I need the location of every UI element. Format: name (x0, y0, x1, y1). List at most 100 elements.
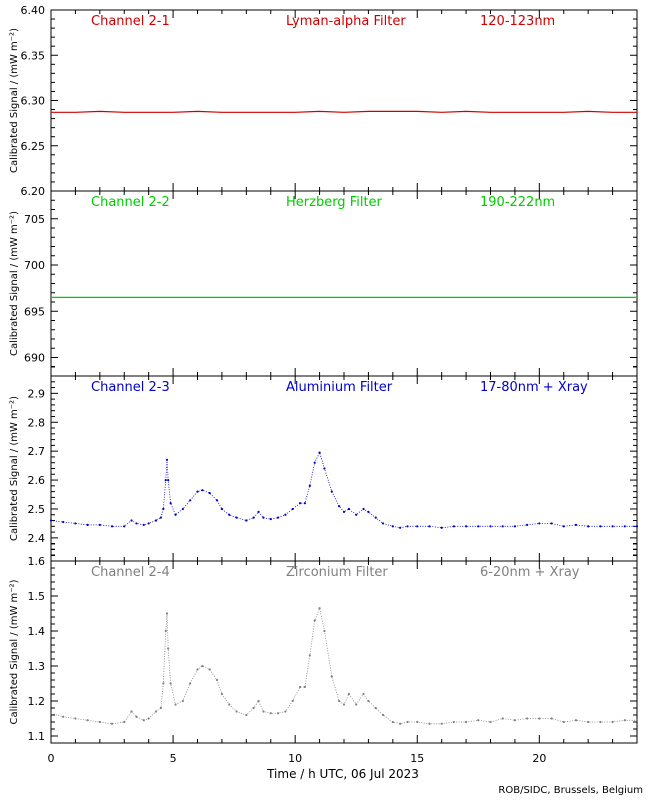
filter-label: Aluminium Filter (286, 380, 393, 395)
panel-4: 1.1 1.2 1.3 1.4 1.5 1.6 Calibrated Signal / (m… (9, 555, 639, 744)
data-point (298, 685, 302, 689)
data-point (189, 499, 192, 502)
filter-label: Zirconium Filter (286, 565, 388, 580)
x-axis: 0 5 10 15 20 (48, 752, 547, 765)
series-trace (50, 451, 637, 529)
data-point (165, 612, 169, 615)
data-point (599, 720, 602, 724)
data-point (538, 522, 541, 525)
filter-label: Lyman-alpha Filter (286, 14, 406, 29)
data-point (98, 523, 101, 526)
data-point (308, 654, 311, 657)
x-axis-label: Time / h UTC, 06 Jul 2023 (266, 767, 419, 781)
band-label: 190-222nm (480, 195, 555, 210)
band-label: 120-123nm (480, 14, 555, 29)
data-point (416, 525, 419, 528)
data-point (513, 719, 517, 722)
y-tick-label: 1.3 (28, 660, 46, 673)
data-point (169, 502, 172, 505)
y-tick-label: 6.30 (21, 95, 46, 108)
x-tick-label: 5 (170, 752, 177, 765)
data-point (123, 525, 126, 528)
data-point (428, 525, 431, 528)
data-point (318, 607, 321, 610)
data-point (550, 717, 553, 720)
series-line (51, 110, 637, 113)
data-point (142, 523, 145, 526)
y-tick-label: 1.5 (28, 590, 46, 603)
data-point (440, 526, 443, 529)
y-tick-label: 6.40 (21, 4, 46, 17)
data-point (303, 502, 307, 505)
channel-label: Channel 2-2 (91, 195, 170, 210)
panel-frame (50, 190, 638, 377)
data-point (110, 722, 114, 725)
data-point (550, 522, 553, 525)
credit-text: ROB/SIDC, Brussels, Belgium (498, 785, 643, 796)
data-point (611, 525, 614, 528)
x-tick-label: 15 (410, 752, 424, 765)
y-tick-label: 2.7 (28, 445, 46, 458)
y-tick-label: 6.35 (21, 49, 46, 62)
data-point (574, 719, 578, 722)
y-axis-label: Calibrated Signal / (mW m⁻²) (9, 396, 20, 541)
y-axis-label: Calibrated Signal / (mW m⁻²) (9, 211, 20, 356)
y-tick-label: 700 (24, 259, 45, 272)
y-tick-label: 690 (24, 352, 45, 365)
y-tick-label: 1.2 (28, 695, 46, 708)
data-point (477, 719, 480, 722)
y-axis-label: Calibrated Signal / (mW m⁻²) (9, 28, 20, 173)
y-tick-label: 6.25 (21, 140, 46, 153)
data-point (98, 720, 101, 724)
data-point (164, 629, 167, 633)
y-tick-label: 1.6 (28, 555, 46, 568)
filter-label: Herzberg Filter (286, 195, 383, 210)
channel-label: Channel 2-1 (91, 14, 170, 29)
panel-3: 2.4 2.5 2.6 2.7 2.8 2.9 Calibrated Signal / (m… (9, 375, 639, 562)
data-point (355, 703, 358, 706)
data-point (587, 525, 590, 528)
channel-label: Channel 2-4 (91, 565, 170, 580)
data-point (262, 516, 265, 519)
data-point (86, 719, 89, 722)
data-point (235, 516, 238, 519)
channel-label: Channel 2-3 (91, 380, 170, 395)
band-label: 17-80nm + Xray (480, 380, 588, 395)
data-point (562, 525, 565, 528)
data-point (308, 484, 311, 487)
y-tick-label: 2.6 (28, 474, 46, 487)
data-point (538, 717, 541, 720)
band-label: 6-20nm + Xray (480, 565, 580, 580)
y-tick-label: 2.5 (28, 503, 46, 516)
panel-2: 690 695 700 705 Calibrated Signal / (mW m⁻²)… (9, 190, 638, 377)
y-tick-label: 2.9 (28, 387, 46, 400)
data-point (574, 523, 578, 526)
data-point (399, 722, 402, 725)
x-tick-label: 10 (288, 752, 302, 765)
y-tick-label: 6.20 (21, 185, 46, 198)
data-point (464, 525, 468, 528)
x-tick-label: 0 (48, 752, 55, 765)
y-tick-label: 705 (24, 213, 45, 226)
data-point (452, 525, 455, 528)
data-point (526, 717, 529, 720)
data-point (526, 523, 529, 526)
data-point (86, 523, 89, 526)
x-tick-label: 20 (532, 752, 546, 765)
data-point (110, 525, 114, 528)
series-trace (50, 606, 637, 725)
panel-frame (50, 560, 638, 744)
y-tick-label: 695 (24, 305, 45, 318)
data-point (269, 517, 272, 521)
data-point (74, 522, 77, 525)
panel-frame (50, 375, 638, 562)
panel-frame (50, 9, 638, 192)
data-point (313, 619, 316, 622)
y-tick-label: 2.4 (28, 532, 46, 545)
y-tick-label: 1.1 (28, 730, 46, 743)
data-point (167, 647, 170, 650)
data-point (599, 525, 602, 528)
